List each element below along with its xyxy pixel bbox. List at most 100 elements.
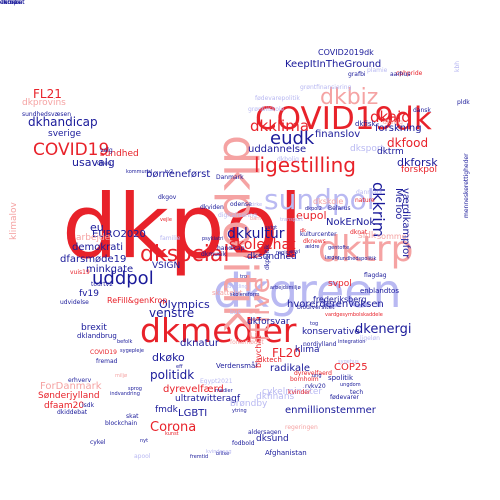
word-155: dk: [300, 228, 307, 234]
word-186: skolereform: [230, 292, 260, 298]
word-26: dkfood: [387, 136, 429, 150]
word-94: Belarus: [328, 205, 351, 212]
word-161: dkviden: [200, 204, 224, 211]
word-13: eudk: [270, 128, 315, 149]
word-133: erhverv: [68, 377, 92, 384]
word-169: ytring: [232, 408, 247, 414]
word-174: ungdom: [340, 382, 361, 388]
word-180: psykiatri: [202, 236, 224, 242]
word-80: brøndby: [230, 399, 268, 409]
word-192: dkbrexit: [0, 0, 25, 6]
word-162: integration: [338, 339, 366, 345]
word-142: danmark: [356, 189, 383, 196]
word-76: spolitik: [328, 374, 354, 382]
word-147: dkiddebat: [57, 409, 88, 416]
word-109: grøntfinansiering: [300, 84, 352, 91]
word-164: region: [276, 250, 292, 256]
word-8: dktrp: [318, 229, 414, 270]
word-171: transport: [280, 217, 304, 223]
word-159: grafbi: [348, 71, 366, 78]
word-81: cykelminister: [262, 387, 323, 397]
word-67: klima: [295, 345, 320, 355]
word-190: dkdebat: [0, 0, 25, 6]
word-37: børneneførst: [146, 169, 211, 180]
word-97: skattelyt: [212, 289, 243, 297]
word-53: VSIGN: [152, 261, 181, 271]
word-170: medier: [215, 388, 233, 394]
word-54: fv19: [79, 289, 99, 299]
word-47: dfarsmøde19: [60, 254, 127, 265]
word-51: eu: [90, 221, 104, 234]
word-128: dkgov: [158, 194, 177, 201]
word-70: dkforsvar: [247, 317, 290, 327]
word-2: COVID19dk: [255, 101, 432, 137]
word-175: ung: [312, 373, 322, 379]
word-44: venstre: [149, 306, 195, 320]
word-61: ultratwitteragf: [175, 394, 241, 404]
word-33: COVID2019dk: [318, 48, 374, 57]
word-16: dkkultur: [227, 226, 285, 242]
word-153: kbh: [454, 60, 461, 72]
word-188: kirke: [250, 202, 263, 208]
word-6: ligestilling: [254, 153, 356, 177]
word-82: ForDanmark: [40, 381, 102, 392]
word-134: vuis19: [70, 269, 90, 276]
word-112: digitalisering: [218, 212, 257, 219]
word-176: barn: [250, 216, 262, 222]
word-52: minkgate: [86, 264, 134, 275]
word-87: regeringen: [285, 424, 318, 431]
word-151: aarhus: [390, 71, 411, 78]
word-20: FL21: [33, 87, 62, 101]
word-100: grønbilskole: [248, 106, 285, 113]
word-0: dkpol: [62, 175, 303, 278]
word-148: tv2: [165, 169, 174, 175]
word-120: tourtv2: [91, 281, 114, 288]
word-24: sundhed: [100, 149, 139, 159]
word-28: forskpol: [401, 165, 437, 175]
word-66: radikale: [270, 363, 311, 374]
word-167: valg: [100, 147, 113, 154]
word-50: klimalov: [9, 202, 19, 240]
word-98: dksundhed: [247, 252, 297, 262]
word-130: billxe: [216, 451, 230, 457]
word-69: konservative: [302, 327, 360, 337]
word-36: dkfisk: [355, 120, 376, 128]
word-191: demo: [0, 0, 18, 6]
word-140: blockchain: [105, 420, 138, 427]
word-173: bus: [230, 309, 241, 316]
word-125: Egypt2021: [200, 378, 233, 385]
word-63: LGBTI: [178, 408, 208, 419]
word-10: dkklima: [250, 117, 310, 135]
word-157: svigt: [265, 225, 278, 231]
word-172: tog: [310, 321, 319, 327]
word-34: dksport: [350, 144, 385, 154]
word-68: COP25: [334, 362, 368, 373]
word-117: fødevarer: [330, 394, 360, 401]
word-29: forskning: [375, 123, 422, 134]
word-3: dkmedier: [140, 311, 297, 350]
word-23: usavalg: [72, 156, 115, 169]
word-78: dkfinans: [256, 392, 295, 402]
word-48: demokrati: [72, 242, 124, 253]
word-88: skat: [126, 413, 139, 420]
word-137: udvikling: [225, 284, 248, 290]
word-144: tech: [350, 389, 364, 396]
word-12: dkaid: [370, 108, 411, 126]
word-39: NokErNok: [326, 217, 376, 228]
word-25: dkenergi: [355, 322, 412, 337]
word-182: læger: [325, 255, 340, 261]
word-141: dknews: [303, 238, 326, 245]
word-105: cphpride: [396, 70, 423, 77]
word-95: dkskole: [313, 197, 344, 206]
word-178: ældre: [305, 244, 320, 250]
word-41: sommer: [377, 232, 410, 241]
word-11: dkbiz: [320, 85, 379, 110]
word-183: sundhedspolitik: [337, 256, 377, 262]
word-90: Verdensmål: [216, 362, 258, 370]
word-102: dkvalg: [383, 119, 403, 126]
word-108: vardgesymbolskaddele: [325, 312, 383, 318]
word-93: dkmusik: [201, 251, 227, 258]
word-32: KeepItInTheGround: [285, 59, 382, 70]
word-5: sundpol: [264, 183, 375, 216]
